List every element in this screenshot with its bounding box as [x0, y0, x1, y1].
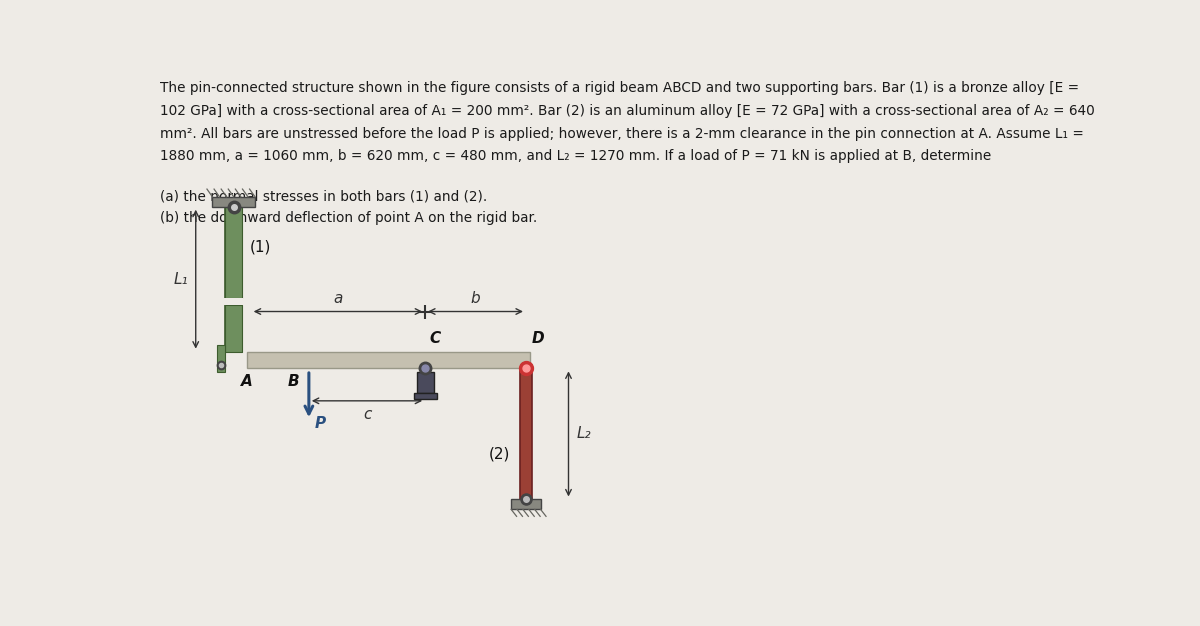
Bar	[226, 207, 242, 297]
Bar	[217, 346, 226, 372]
Bar	[414, 393, 437, 399]
Bar	[511, 500, 540, 510]
Text: L₁: L₁	[173, 272, 188, 287]
Text: 102 GPa] with a cross-sectional area of A₁ = 200 mm². Bar (2) is an aluminum all: 102 GPa] with a cross-sectional area of …	[160, 104, 1094, 118]
Bar	[212, 197, 256, 207]
Bar	[247, 352, 529, 369]
Bar	[416, 372, 433, 393]
Text: 1880 mm, a = 1060 mm, b = 620 mm, c = 480 mm, and L₂ = 1270 mm. If a load of P =: 1880 mm, a = 1060 mm, b = 620 mm, c = 48…	[160, 150, 991, 163]
Text: (1): (1)	[250, 240, 271, 255]
Text: a: a	[334, 291, 343, 306]
Text: (b) the downward deflection of point A on the rigid bar.: (b) the downward deflection of point A o…	[160, 211, 538, 225]
Text: P: P	[314, 416, 325, 431]
Bar	[226, 207, 242, 352]
Text: L₂: L₂	[576, 426, 590, 441]
Bar	[520, 369, 532, 500]
Bar	[226, 305, 242, 352]
Text: mm². All bars are unstressed before the load P is applied; however, there is a 2: mm². All bars are unstressed before the …	[160, 126, 1084, 141]
Text: (2): (2)	[490, 446, 510, 461]
Text: (a) the normal stresses in both bars (1) and (2).: (a) the normal stresses in both bars (1)…	[160, 189, 487, 203]
Text: B: B	[288, 374, 300, 389]
Text: The pin-connected structure shown in the figure consists of a rigid beam ABCD an: The pin-connected structure shown in the…	[160, 81, 1079, 95]
Text: D: D	[532, 331, 544, 346]
Bar	[224, 297, 242, 305]
Text: C: C	[430, 331, 440, 346]
Text: c: c	[362, 407, 371, 422]
Text: b: b	[470, 291, 480, 306]
Text: A: A	[241, 374, 253, 389]
